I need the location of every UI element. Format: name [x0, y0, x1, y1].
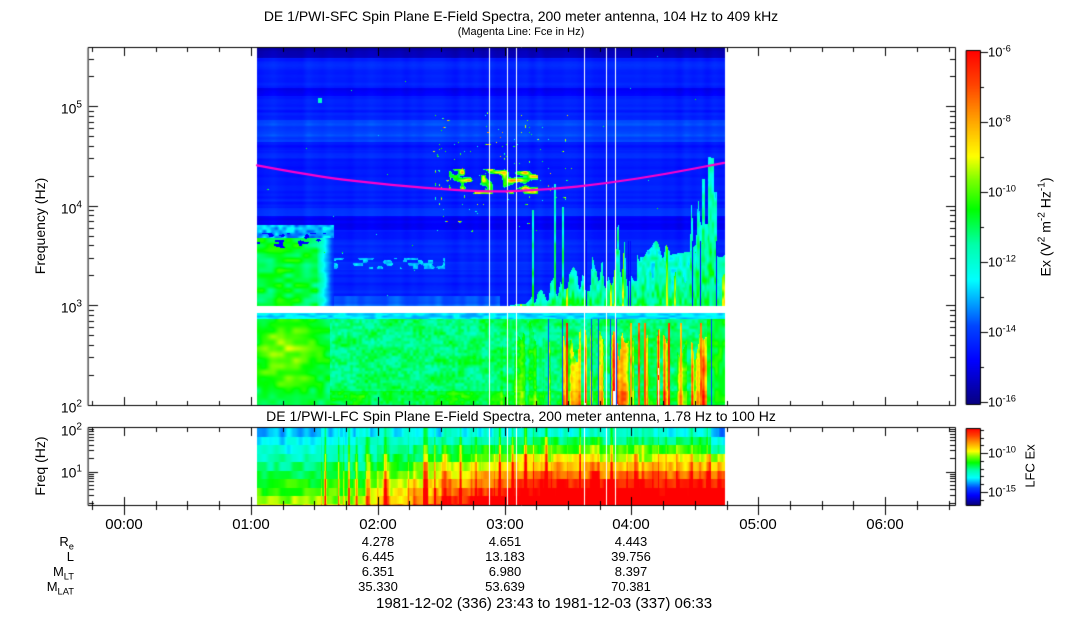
lfc-title: DE 1/PWI-LFC Spin Plane E-Field Spectra,…: [266, 408, 776, 424]
sfc-y-tick-label: 104: [60, 199, 82, 217]
sfc-y-tick-label: 103: [60, 298, 82, 316]
ephemeris-value: 4.443: [614, 534, 648, 549]
x-tick-label: 03:00: [486, 516, 524, 533]
lfc-colorbar-axis-label: LFC Ex: [1022, 444, 1038, 488]
x-tick-label: 01:00: [232, 516, 270, 533]
ephemeris-value: 4.651: [488, 534, 522, 549]
ephemeris-value: 6.445: [361, 549, 395, 564]
ephemeris-value: 70.381: [611, 579, 651, 594]
fce-annotation: (Magenta Line: Fce in Hz): [457, 26, 585, 38]
x-tick-label: 04:00: [612, 516, 650, 533]
lfc-y-tick-label: 101: [60, 463, 82, 481]
sfc-colorbar-tick-label: 10-6: [988, 43, 1011, 60]
ephemeris-value: 53.639: [485, 579, 525, 594]
sfc-colorbar-tick-label: 10-12: [988, 253, 1016, 270]
x-tick-label: 05:00: [739, 516, 777, 533]
ephemeris-value: 6.980: [488, 564, 522, 579]
ephemeris-row-label: MLT: [52, 564, 74, 582]
ephemeris-value: 13.183: [485, 549, 525, 564]
lfc-y-tick-label: 102: [60, 421, 82, 439]
sfc-colorbar-tick-label: 10-16: [988, 393, 1016, 410]
sfc-colorbar-tick-label: 10-10: [988, 183, 1016, 200]
lfc-y-axis-label: Freq (Hz): [31, 436, 48, 496]
time-range-footer: 1981-12-02 (336) 23:43 to 1981-12-03 (33…: [376, 595, 713, 612]
ephemeris-value: 6.351: [361, 564, 395, 579]
lfc-colorbar-tick-label: 10-10: [988, 444, 1016, 461]
sfc-y-tick-label: 102: [60, 398, 82, 416]
ephemeris-row-label: Re: [59, 534, 74, 552]
ephemeris-value: 8.397: [614, 564, 648, 579]
ephemeris-value: 39.756: [611, 549, 651, 564]
x-tick-label: 06:00: [866, 516, 904, 533]
sfc-y-axis-label: Frequency (Hz): [31, 177, 48, 275]
ephemeris-row-label: MLAT: [46, 579, 74, 597]
sfc-colorbar-tick-label: 10-14: [988, 323, 1016, 340]
sfc-title: DE 1/PWI-SFC Spin Plane E-Field Spectra,…: [263, 8, 779, 24]
sfc-colorbar-axis-label: Ex (V2 m-2 Hz-1): [1036, 177, 1054, 277]
lfc-colorbar-tick-label: 10-15: [988, 483, 1016, 500]
ephemeris-value: 4.278: [361, 534, 395, 549]
x-tick-label: 02:00: [359, 516, 397, 533]
sfc-colorbar-tick-label: 10-8: [988, 113, 1011, 130]
ephemeris-value: 35.330: [358, 579, 398, 594]
x-tick-label: 00:00: [105, 516, 143, 533]
sfc-y-tick-label: 105: [60, 99, 82, 117]
ephemeris-row-label: L: [66, 549, 74, 564]
